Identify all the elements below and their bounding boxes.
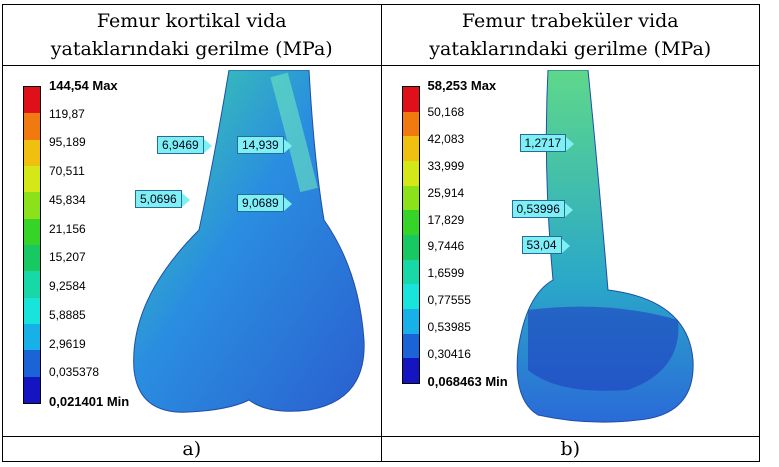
color-scale-fill-a (24, 87, 40, 403)
scale-swatch (402, 259, 419, 285)
header-right-line1: Femur trabeküler vida (461, 10, 679, 32)
legend-label: 5,8885 (49, 307, 86, 322)
femur-cortical-model (133, 70, 365, 413)
legend-label: 45,834 (49, 192, 86, 207)
panel-a-image: 144,54 Max 119,87 95,189 70,511 45,834 21,156… (9, 70, 374, 430)
header-left: Femur kortikal vida yataklarındaki geril… (2, 4, 382, 66)
scale-swatch (24, 139, 40, 166)
legend-label: 95,189 (49, 135, 86, 150)
scale-swatch (24, 218, 40, 245)
legend-label: 15,207 (49, 250, 86, 265)
probe-b-3: 53,04 (521, 236, 570, 254)
panel-b-image: 58,253 Max 50,168 42,083 33,999 25,914 17,829… (387, 70, 753, 430)
scale-swatch (402, 308, 419, 334)
legend-label: 33,999 (427, 158, 465, 173)
legend-label: 119,87 (49, 106, 85, 121)
scale-swatch (24, 297, 40, 324)
legend-label: 42,083 (427, 131, 465, 146)
panel-b-cell: 58,253 Max 50,168 42,083 33,999 25,914 17,829… (380, 65, 760, 437)
scale-swatch (402, 210, 419, 235)
legend-label: 21,156 (49, 221, 86, 236)
scale-swatch (24, 165, 40, 193)
probe-b-2: 0,53996 (511, 200, 574, 218)
scale-swatch (402, 185, 419, 211)
legend-label: 2,9619 (49, 336, 86, 351)
legend-label: 17,829 (427, 212, 465, 227)
probe-a-4: 9,0689 (237, 194, 292, 212)
probe-a-1: 6,9469 (157, 136, 212, 154)
legend-label: 25,914 (427, 185, 465, 200)
scale-swatch (24, 113, 40, 140)
caption-a: a) (2, 436, 382, 462)
scale-swatch (402, 284, 419, 309)
legend-label: 0,53985 (427, 320, 471, 335)
color-scale-fill-b (402, 87, 419, 383)
scale-swatch (402, 358, 419, 383)
legend-label: 70,511 (49, 164, 85, 179)
scale-swatch (24, 271, 40, 298)
color-scale-bar-b (401, 86, 420, 384)
scale-swatch (24, 376, 40, 403)
scale-swatch (24, 87, 40, 114)
figure-table: Femur kortikal vida yataklarındaki geril… (2, 4, 760, 462)
femur-trabecular-model (516, 70, 694, 423)
legend-label: 0,021401 Min (49, 394, 130, 409)
legend-label: 50,168 (427, 104, 465, 119)
caption-b: b) (380, 436, 760, 462)
scale-swatch (402, 111, 419, 137)
scale-swatch (402, 234, 419, 260)
probe-b-1: 1,2717 (519, 134, 574, 152)
color-scale-bar-a (23, 86, 41, 404)
scale-swatch (24, 192, 40, 219)
scale-swatch (24, 323, 40, 351)
scale-swatch (402, 136, 419, 161)
probe-a-3: 5,0696 (135, 190, 190, 208)
scale-swatch (402, 333, 419, 359)
scale-swatch (24, 350, 40, 377)
scale-swatch (24, 244, 40, 272)
header-right: Femur trabeküler vida yataklarındaki ger… (380, 4, 760, 66)
header-left-line2: yataklarındaki gerilme (MPa) (50, 38, 333, 60)
panel-a-cell: 144,54 Max 119,87 95,189 70,511 45,834 21,156… (2, 65, 382, 437)
legend-label: 9,7446 (427, 239, 465, 254)
legend-label: 0,035378 (49, 365, 100, 380)
legend-label: 1,6599 (427, 266, 465, 281)
legend-label: 0,068463 Min (427, 374, 508, 389)
legend-label: 9,2584 (49, 279, 86, 294)
header-left-line1: Femur kortikal vida (96, 10, 287, 32)
legend-label: 58,253 Max (427, 78, 497, 93)
legend-label: 0,30416 (427, 347, 471, 362)
header-right-line2: yataklarındaki gerilme (MPa) (429, 38, 712, 60)
legend-label: 144,54 Max (49, 78, 118, 93)
probe-a-2: 14,939 (237, 136, 292, 154)
legend-label: 0,77555 (427, 293, 471, 308)
scale-swatch (402, 87, 419, 112)
scale-swatch (402, 160, 419, 186)
